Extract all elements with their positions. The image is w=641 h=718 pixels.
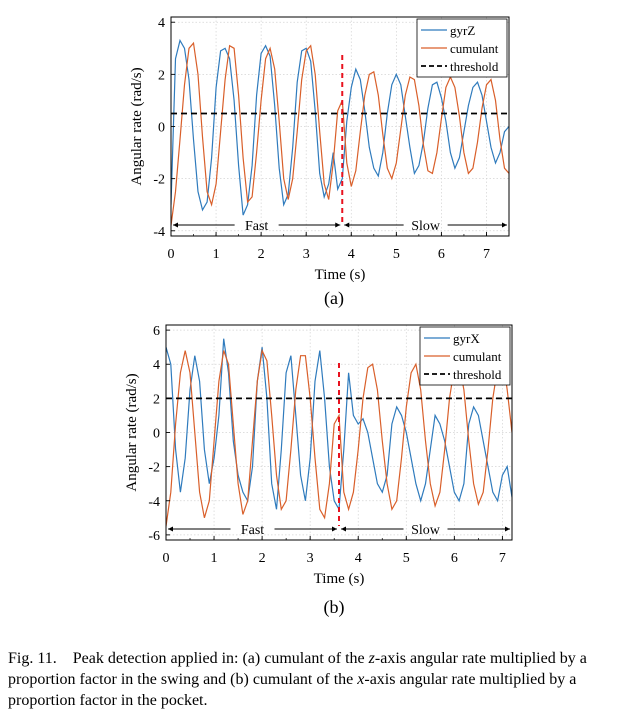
chart-b-legend-label-gyrX: gyrX bbox=[453, 331, 480, 346]
chart-panel-a: Fast Slow 0 1 2 3 4 5 6 7 -4 -2 0 2 4 Time (s) Angular r… bbox=[129, 16, 510, 283]
chart-a-legend-label-gyrZ: gyrZ bbox=[450, 23, 475, 38]
chart-b-x-tick-label-3: 3 bbox=[307, 551, 314, 566]
chart-b-x-tick-label-5: 5 bbox=[403, 551, 410, 566]
caption-text-3: -axis angular rate multiplied by a propo… bbox=[8, 671, 577, 709]
chart-a-segment-Slow-arrow-right bbox=[502, 222, 507, 228]
chart-b-x-tick-label-2: 2 bbox=[259, 551, 266, 566]
chart-a-y-tick-label-0: 0 bbox=[158, 121, 165, 136]
chart-b-y-tick-label--2: -2 bbox=[148, 461, 160, 476]
panel-a-label: (a) bbox=[324, 288, 344, 308]
chart-b-y-tick-label--4: -4 bbox=[148, 495, 160, 510]
chart-a-segment-Fast-arrow-right bbox=[335, 222, 341, 228]
chart-b-x-tick-label-1: 1 bbox=[211, 551, 218, 566]
chart-a-legend-label-cumulant: cumulant bbox=[450, 41, 499, 56]
chart-a-segment-label-Fast: Fast bbox=[245, 219, 268, 234]
chart-b-x-tick-label-0: 0 bbox=[163, 551, 170, 566]
chart-a-legend-label-threshold: threshold bbox=[450, 59, 499, 74]
chart-a-x-tick-label-3: 3 bbox=[303, 247, 310, 262]
chart-a-y-tick-label-4: 4 bbox=[158, 16, 165, 31]
chart-b-x-axis-label: Time (s) bbox=[314, 571, 365, 587]
chart-b-segment-label-Slow: Slow bbox=[411, 523, 441, 538]
caption-prefix: Fig. 11. bbox=[8, 650, 57, 667]
chart-b-legend-label-threshold: threshold bbox=[453, 367, 502, 382]
chart-a-segment-Fast-arrow-left bbox=[173, 222, 178, 228]
chart-a-x-tick-label-0: 0 bbox=[168, 247, 175, 262]
chart-b-segment-label-Fast: Fast bbox=[241, 523, 264, 538]
chart-a-x-tick-label-7: 7 bbox=[483, 247, 490, 262]
chart-b-y-axis-label: Angular rate (rad/s) bbox=[124, 373, 140, 491]
chart-b-y-tick-label--6: -6 bbox=[148, 529, 160, 544]
chart-b-x-tick-label-7: 7 bbox=[499, 551, 506, 566]
chart-a-x-tick-label-1: 1 bbox=[213, 247, 220, 262]
chart-b-legend-label-cumulant: cumulant bbox=[453, 349, 502, 364]
chart-a-series-cumulant bbox=[171, 41, 509, 226]
caption-text-1: Peak detection applied in: (a) cumulant … bbox=[72, 650, 369, 667]
chart-a-segment-Slow-arrow-left bbox=[344, 222, 350, 228]
chart-b-y-tick-label-0: 0 bbox=[153, 427, 160, 442]
chart-a-x-axis-label: Time (s) bbox=[315, 267, 366, 283]
chart-a-x-tick-label-2: 2 bbox=[258, 247, 265, 262]
chart-a-segment-label-Slow: Slow bbox=[411, 219, 441, 234]
chart-b-segment-Slow-arrow-right bbox=[505, 526, 510, 532]
chart-a-y-axis-label: Angular rate (rad/s) bbox=[129, 67, 145, 185]
chart-a-y-tick-label--2: -2 bbox=[153, 173, 165, 188]
chart-a-x-tick-label-5: 5 bbox=[393, 247, 400, 262]
caption-axis-z: z bbox=[368, 650, 375, 667]
caption-axis-x: x bbox=[357, 671, 365, 688]
panel-b-label: (b) bbox=[323, 597, 345, 617]
chart-a-x-tick-label-6: 6 bbox=[438, 247, 445, 262]
chart-b-y-tick-label-4: 4 bbox=[153, 358, 160, 373]
chart-b-y-tick-label-2: 2 bbox=[153, 392, 160, 407]
figure-canvas: Fast Slow 0 1 2 3 4 5 6 7 -4 -2 0 2 4 Time (s) Angular r… bbox=[124, 16, 513, 587]
chart-a-y-tick-label-2: 2 bbox=[158, 68, 165, 83]
chart-panel-b: Fast Slow 0 1 2 3 4 5 6 7 -6 -4 -2 0 2 4 6 Time (s) Angula… bbox=[124, 324, 513, 587]
chart-b-x-tick-label-4: 4 bbox=[355, 551, 362, 566]
chart-b-segment-Slow-arrow-left bbox=[341, 526, 346, 532]
chart-b-segment-Fast-arrow-right bbox=[332, 526, 337, 532]
chart-a-y-tick-label--4: -4 bbox=[153, 225, 165, 240]
caption-text-2: -axis angular rate multiplied by a propo… bbox=[8, 650, 587, 688]
figure-caption: Fig. 11. Peak detection applied in: (a) … bbox=[8, 648, 636, 711]
chart-b-segment-Fast-arrow-left bbox=[168, 526, 173, 532]
chart-a-series-gyrZ bbox=[171, 38, 509, 216]
chart-a-x-tick-label-4: 4 bbox=[348, 247, 355, 262]
chart-b-x-tick-label-6: 6 bbox=[451, 551, 458, 566]
chart-b-y-tick-label-6: 6 bbox=[153, 324, 160, 339]
